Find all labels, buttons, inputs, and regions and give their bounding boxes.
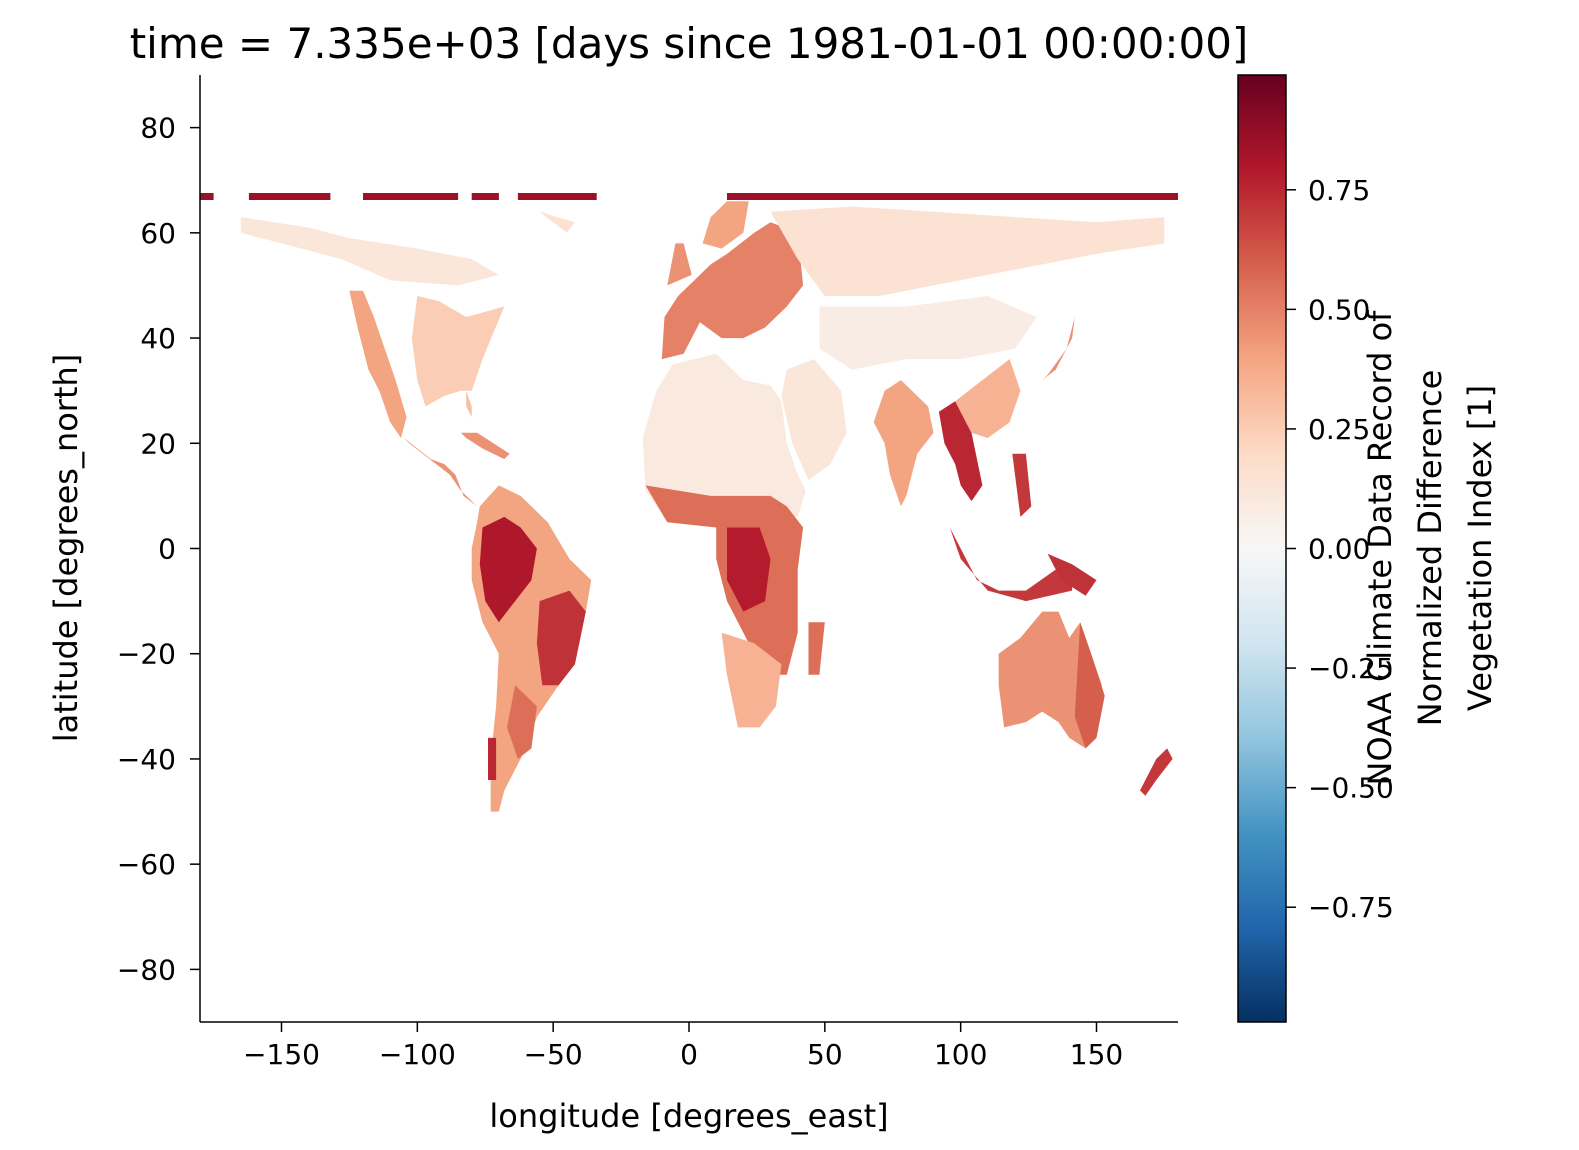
region-scandinavia [702,201,749,249]
x-tick-label: −100 [379,1038,456,1071]
colorbar-tick-label: 0.00 [1308,533,1370,566]
polar-strip-segment [471,193,499,200]
x-tick-label: 50 [807,1038,843,1071]
colorbar-tick-label: −0.75 [1308,891,1394,924]
region-pampas [507,685,537,759]
y-tick-label: −60 [117,848,176,881]
region-chile [488,737,497,780]
plot-area [200,75,1178,1022]
region-australia-east [1074,622,1105,749]
region-russia [770,206,1165,296]
colorbar-label: NOAA Climate Data Record of Normalized D… [1361,310,1499,786]
y-ticks: 80 60 40 20 0 −20 −40 −60 −80 [117,112,200,986]
region-mexico-central-america [403,438,478,507]
polar-strip-segment [248,193,331,200]
region-europe [661,222,804,360]
region-southern-africa [721,632,782,728]
region-china [955,359,1021,438]
polar-strip-segment [200,193,214,200]
x-ticks: −150 −100 −50 0 50 100 150 [243,1022,1123,1071]
y-tick-label: 0 [158,533,176,566]
region-florida [466,390,472,417]
region-british-isles [667,243,692,286]
region-new-guinea [1047,553,1097,596]
chart-title: time = 7.335e+03 [days since 1981-01-01 … [130,19,1249,68]
region-new-zealand [1140,748,1173,796]
x-tick-label: 150 [1070,1038,1123,1071]
polar-strip [200,193,1178,200]
x-axis-label: longitude [degrees_east] [489,1097,888,1135]
region-central-asia [819,296,1037,370]
colorbar-ticks: 0.75 0.50 0.25 0.00 −0.25 −0.50 −0.75 [1286,174,1394,924]
y-tick-label: 40 [140,322,176,355]
region-congo-core [727,527,771,612]
colorbar-label-line-3: Vegetation Index [1] [1461,385,1499,711]
y-tick-label: 60 [140,217,176,250]
ndvi-regions [240,201,1173,812]
y-tick-label: 20 [140,427,176,460]
colorbar-tick-label: 0.75 [1308,174,1370,207]
region-se-asia [938,401,983,502]
colorbar-tick-label: −0.25 [1308,652,1394,685]
y-tick-label: −80 [117,953,176,986]
region-amazon-core [479,516,537,623]
polar-strip-segment [727,193,1178,200]
colorbar-tick-label: −0.50 [1308,772,1394,805]
region-north-america-west [349,290,407,438]
colorbar: 0.75 0.50 0.25 0.00 −0.25 −0.50 −0.75 NOAA Cli… [1237,74,1499,1023]
polar-strip-segment [517,193,597,200]
colorbar-bar [1237,74,1287,1023]
y-axis-label: latitude [degrees_north] [47,354,85,743]
region-arabia-middle-east [781,359,847,481]
x-tick-label: −50 [524,1038,583,1071]
region-indonesia [949,527,1073,602]
region-north-america-east [411,296,505,407]
region-madagascar [808,622,825,675]
region-india [873,380,934,507]
colorbar-label-line-1: NOAA Climate Data Record of [1361,310,1399,786]
colorbar-label-line-2: Normalized Difference [1411,370,1449,727]
y-tick-label: −40 [117,743,176,776]
y-tick-label: −20 [117,638,176,671]
x-tick-label: −150 [243,1038,320,1071]
polar-strip-segment [363,193,459,200]
colorbar-tick-label: 0.25 [1308,413,1370,446]
plot-background [200,75,1178,1022]
region-central-africa [645,485,804,675]
y-tick-label: 80 [140,112,176,145]
region-north-america-north [240,217,499,286]
region-caribbean [460,432,510,460]
region-brazil-atlantic [536,590,586,686]
x-tick-label: 100 [934,1038,987,1071]
colorbar-tick-label: 0.50 [1308,293,1370,326]
region-philippines [1012,453,1032,517]
x-tick-label: 0 [680,1038,698,1071]
region-north-africa [642,353,806,523]
region-greenland-margin [539,211,575,233]
